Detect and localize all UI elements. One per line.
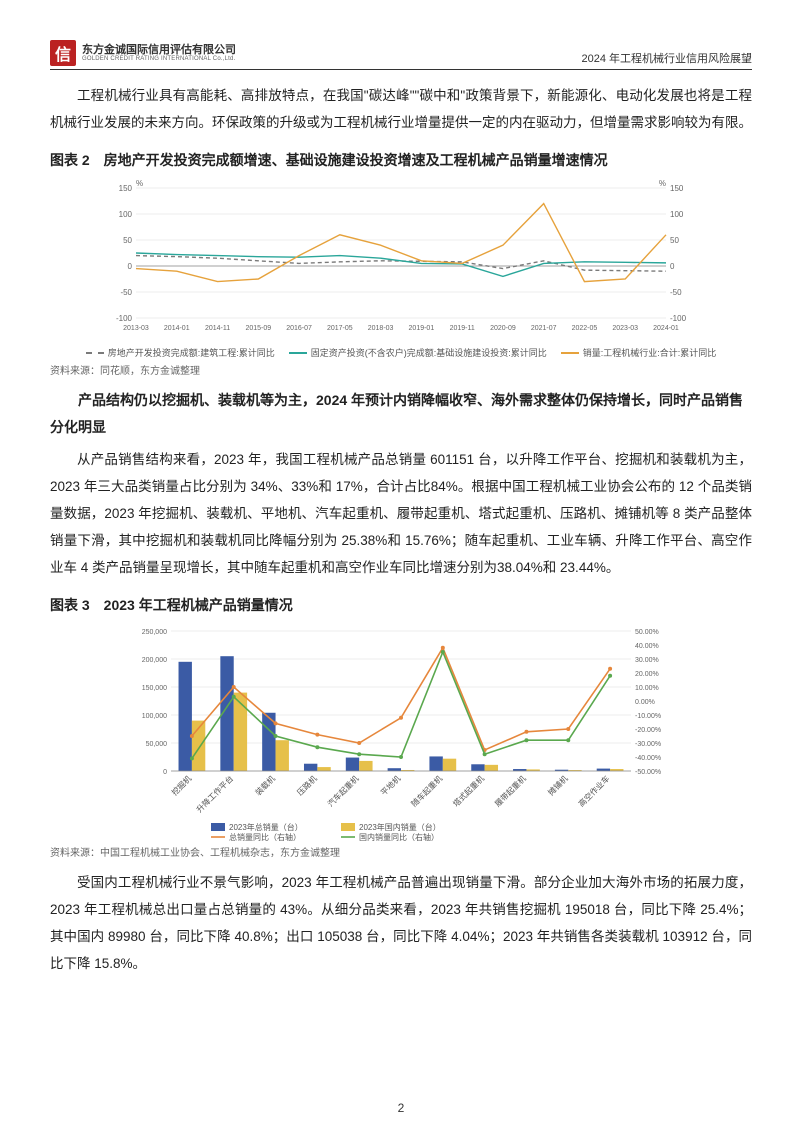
logo-text: 东方金诚国际信用评估有限公司 GOLDEN CREDIT RATING INTE… [82, 45, 236, 62]
svg-text:100: 100 [670, 210, 684, 219]
svg-text:随车起重机: 随车起重机 [409, 774, 444, 809]
svg-text:0.00%: 0.00% [635, 699, 655, 706]
svg-text:2016-07: 2016-07 [286, 325, 312, 332]
chart2-legend-item: 销量:工程机械行业:合计:累计同比 [561, 346, 717, 359]
svg-text:50: 50 [670, 236, 679, 245]
svg-text:挖掘机: 挖掘机 [169, 774, 193, 798]
logo-mark-icon: 信 [50, 40, 76, 66]
svg-text:2022-05: 2022-05 [572, 325, 598, 332]
chart3-title: 图表 3 2023 年工程机械产品销量情况 [50, 595, 752, 615]
logo-en: GOLDEN CREDIT RATING INTERNATIONAL Co.,L… [82, 56, 236, 62]
svg-text:-50: -50 [670, 288, 682, 297]
svg-text:总销量同比（右轴）: 总销量同比（右轴） [229, 832, 301, 841]
svg-text:-100: -100 [116, 314, 133, 323]
svg-text:2024-01: 2024-01 [653, 325, 679, 332]
svg-text:高空作业车: 高空作业车 [576, 774, 611, 809]
svg-text:2018-03: 2018-03 [368, 325, 394, 332]
svg-text:-30.00%: -30.00% [635, 741, 661, 748]
svg-text:升降工作平台: 升降工作平台 [194, 774, 235, 815]
svg-text:2023年总销量（台）: 2023年总销量（台） [229, 822, 303, 832]
svg-text:150: 150 [119, 184, 133, 193]
svg-text:%: % [659, 179, 666, 188]
svg-text:2019-11: 2019-11 [450, 325, 475, 332]
svg-text:30.00%: 30.00% [635, 657, 659, 664]
chart2-legend-item: 固定资产投资(不含农户)完成额:基础设施建设投资:累计同比 [289, 346, 547, 359]
svg-text:50.00%: 50.00% [635, 629, 659, 636]
svg-text:0: 0 [670, 262, 675, 271]
chart2-source: 资料来源：同花顺，东方金诚整理 [50, 362, 752, 377]
svg-text:摊铺机: 摊铺机 [546, 774, 570, 798]
svg-text:2021-07: 2021-07 [531, 325, 557, 332]
chart3: 0 50,000 100,000 150,000 200,000 250,000 -50.0… [50, 621, 752, 841]
svg-text:2017-05: 2017-05 [327, 325, 353, 332]
svg-text:2014-01: 2014-01 [164, 325, 190, 332]
svg-text:汽车起重机: 汽车起重机 [325, 774, 360, 809]
logo: 信 东方金诚国际信用评估有限公司 GOLDEN CREDIT RATING IN… [50, 40, 236, 66]
svg-text:-20.00%: -20.00% [635, 727, 661, 734]
chart2-title: 图表 2 房地产开发投资完成额增速、基础设施建设投资增速及工程机械产品销量增速情… [50, 150, 752, 170]
svg-text:-50: -50 [120, 288, 132, 297]
svg-text:2019-01: 2019-01 [409, 325, 435, 332]
paragraph-1: 工程机械行业具有高能耗、高排放特点，在我国"碳达峰""碳中和"政策背景下，新能源… [50, 82, 752, 136]
svg-text:2023年国内销量（台）: 2023年国内销量（台） [359, 822, 441, 832]
chart2-legend-item: 房地产开发投资完成额:建筑工程:累计同比 [86, 346, 275, 359]
paragraph-2: 从产品销售结构来看，2023 年，我国工程机械产品总销量 601151 台，以升… [50, 446, 752, 581]
header-title: 2024 年工程机械行业信用风险展望 [581, 50, 752, 66]
svg-text:2020-09: 2020-09 [490, 325, 516, 332]
chart3-source: 资料来源：中国工程机械工业协会、工程机械杂志，东方金诚整理 [50, 844, 752, 859]
subheading: 产品结构仍以挖掘机、装载机等为主，2024 年预计内销降幅收窄、海外需求整体仍保… [50, 387, 752, 440]
svg-text:20.00%: 20.00% [635, 671, 659, 678]
svg-text:250,000: 250,000 [142, 629, 167, 636]
svg-text:2014-11: 2014-11 [205, 325, 230, 332]
svg-text:100,000: 100,000 [142, 713, 167, 720]
svg-text:国内销量同比（右轴）: 国内销量同比（右轴） [359, 832, 439, 841]
svg-text:150,000: 150,000 [142, 685, 167, 692]
svg-text:压路机: 压路机 [295, 774, 319, 798]
svg-text:200,000: 200,000 [142, 657, 167, 664]
svg-text:50: 50 [123, 236, 132, 245]
svg-text:%: % [136, 179, 143, 188]
chart2: %% -100 -100 -50 -50 0 0 50 50 100 100 150 150 2013-0… [50, 176, 752, 346]
svg-text:0: 0 [128, 262, 133, 271]
svg-text:2023-03: 2023-03 [612, 325, 638, 332]
svg-text:150: 150 [670, 184, 684, 193]
svg-text:2015-09: 2015-09 [245, 325, 271, 332]
svg-text:10.00%: 10.00% [635, 685, 659, 692]
page-number: 2 [0, 1101, 802, 1115]
svg-text:-100: -100 [670, 314, 687, 323]
svg-text:40.00%: 40.00% [635, 643, 659, 650]
chart2-legend: 房地产开发投资完成额:建筑工程:累计同比 固定资产投资(不含农户)完成额:基础设施… [50, 346, 752, 359]
svg-text:履带起重机: 履带起重机 [493, 774, 528, 809]
page-header: 信 东方金诚国际信用评估有限公司 GOLDEN CREDIT RATING IN… [50, 40, 752, 70]
svg-text:-50.00%: -50.00% [635, 769, 661, 776]
svg-text:0: 0 [163, 769, 167, 776]
svg-text:100: 100 [119, 210, 133, 219]
svg-text:-40.00%: -40.00% [635, 755, 661, 762]
svg-text:-10.00%: -10.00% [635, 713, 661, 720]
svg-text:50,000: 50,000 [146, 741, 168, 748]
paragraph-3: 受国内工程机械行业不景气影响，2023 年工程机械产品普遍出现销量下滑。部分企业… [50, 869, 752, 977]
svg-text:平地机: 平地机 [378, 774, 402, 798]
svg-text:2013-03: 2013-03 [123, 325, 149, 332]
svg-text:装载机: 装载机 [253, 774, 277, 798]
logo-cn: 东方金诚国际信用评估有限公司 [82, 45, 236, 56]
svg-text:塔式起重机: 塔式起重机 [451, 774, 486, 809]
